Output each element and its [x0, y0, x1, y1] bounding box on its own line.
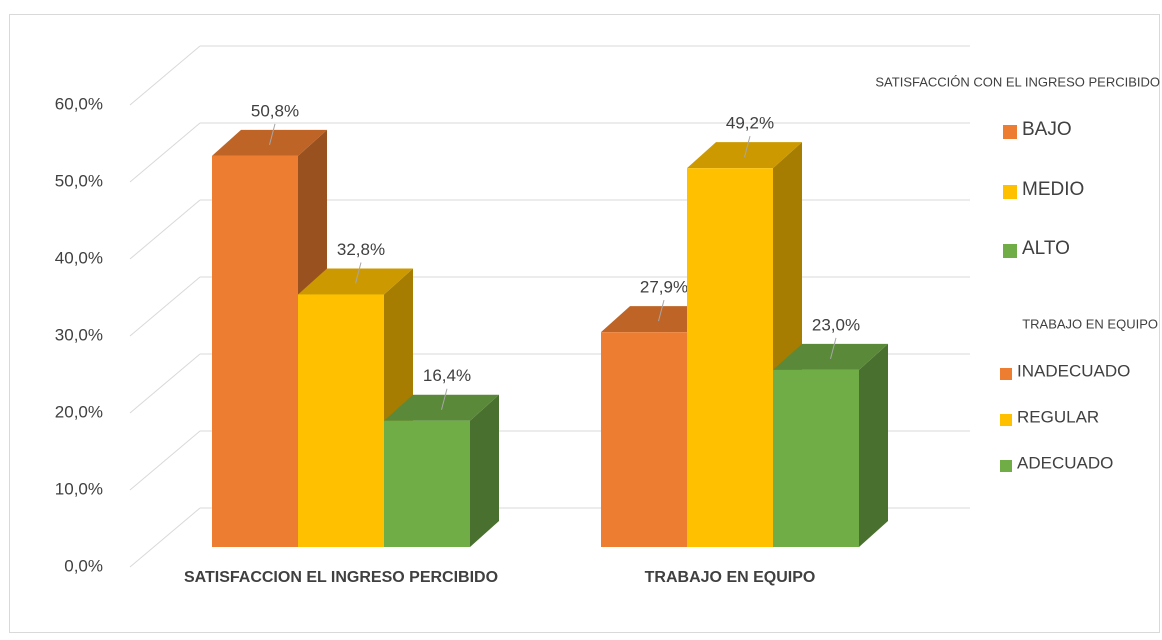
grid-line [129, 45, 201, 106]
y-tick-label: 60,0% [55, 94, 103, 113]
data-label: 23,0% [812, 315, 860, 334]
legend-swatch [1000, 414, 1012, 426]
legend-label: INADECUADO [1017, 361, 1130, 380]
bar-top [298, 268, 413, 295]
y-tick-label: 10,0% [55, 479, 103, 498]
y-tick-label: 30,0% [55, 325, 103, 344]
chart-border [9, 14, 1160, 633]
grid-line [129, 276, 201, 337]
data-label: 32,8% [337, 240, 385, 259]
legend-title: TRABAJO EN EQUIPO [1022, 316, 1158, 331]
leader-line [441, 388, 448, 410]
legend-swatch [1003, 185, 1017, 199]
y-tick-label: 40,0% [55, 248, 103, 267]
legend-title: SATISFACCIÓN CON EL INGRESO PERCIBIDO [875, 74, 1160, 89]
leader-line [355, 262, 362, 284]
bar-side [470, 394, 499, 547]
legend-label: ADECUADO [1017, 453, 1113, 472]
data-label: 49,2% [726, 114, 774, 133]
grid-line [129, 199, 201, 260]
x-tick-label: SATISFACCION EL INGRESO PERCIBIDO [184, 569, 498, 586]
leader-line [830, 337, 837, 360]
bar [687, 168, 773, 547]
legend-swatch [1003, 244, 1017, 258]
legend-label: BAJO [1022, 119, 1072, 140]
data-label: 16,4% [423, 366, 471, 385]
legend-swatch [1000, 368, 1012, 380]
grid-line [129, 430, 201, 491]
bar [601, 332, 687, 547]
grid-line [129, 507, 201, 568]
y-tick-label: 20,0% [55, 402, 103, 421]
legend-label: MEDIO [1022, 179, 1084, 200]
legend-swatch [1003, 125, 1017, 139]
leader-line [744, 136, 751, 158]
bar-top [687, 142, 802, 169]
leader-line [658, 300, 665, 322]
y-tick-label: 0,0% [64, 556, 103, 575]
bar [384, 420, 470, 547]
y-tick-label: 50,0% [55, 171, 103, 190]
bar [298, 294, 384, 547]
bar [773, 369, 859, 547]
bar [212, 155, 298, 547]
legend-label: ALTO [1022, 238, 1070, 259]
grid-line [129, 353, 201, 414]
legend-label: REGULAR [1017, 407, 1099, 426]
x-tick-label: TRABAJO EN EQUIPO [645, 569, 816, 586]
data-label: 50,8% [251, 101, 299, 120]
bar-top [773, 343, 888, 370]
grid-line [129, 122, 201, 183]
legend-swatch [1000, 460, 1012, 472]
leader-line [269, 123, 276, 145]
data-label: 27,9% [640, 278, 688, 297]
bar-side [859, 343, 888, 547]
bar-top [212, 129, 327, 156]
bar-top [384, 394, 499, 421]
